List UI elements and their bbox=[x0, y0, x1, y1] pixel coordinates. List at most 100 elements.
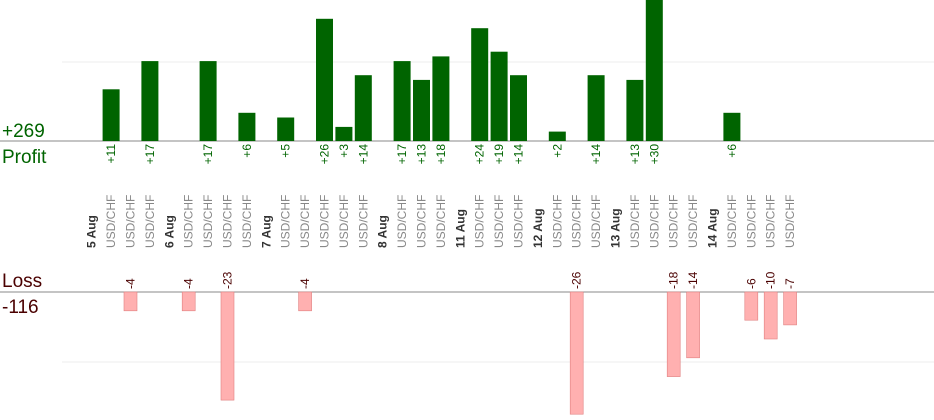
profit-value-label: +17 bbox=[395, 144, 409, 165]
pair-label: USD/CHF bbox=[473, 195, 487, 248]
loss-value-label: -4 bbox=[182, 278, 196, 289]
pair-label: USD/CHF bbox=[182, 195, 196, 248]
profit-value-label: +3 bbox=[337, 144, 351, 158]
profit-bar bbox=[490, 51, 508, 142]
loss-bar bbox=[666, 291, 681, 377]
pair-label: USD/CHF bbox=[337, 195, 351, 248]
loss-bar bbox=[298, 291, 312, 312]
pair-label: USD/CHF bbox=[221, 195, 235, 248]
loss-bar bbox=[123, 291, 138, 312]
pair-label: USD/CHF bbox=[589, 195, 603, 248]
loss-value-label: -4 bbox=[124, 278, 138, 289]
pair-label: USD/CHF bbox=[356, 195, 370, 248]
loss-bar bbox=[686, 291, 700, 359]
loss-value-label: -26 bbox=[570, 271, 584, 289]
pair-label: USD/CHF bbox=[104, 195, 118, 248]
profit-bar bbox=[199, 61, 217, 141]
date-label: 7 Aug bbox=[259, 215, 273, 248]
loss-bar bbox=[783, 291, 797, 326]
pair-label: USD/CHF bbox=[492, 195, 506, 248]
chart-marks: 5 Aug USD/CHF +11 USD/CHF -4 USD/CHF +17 6 Aug U… bbox=[85, 0, 797, 415]
profit-label: Profit bbox=[2, 147, 47, 168]
profit-value-label: +6 bbox=[725, 144, 739, 158]
profit-bar bbox=[471, 28, 489, 142]
pair-label: USD/CHF bbox=[415, 195, 429, 248]
profit-bar bbox=[432, 56, 450, 141]
pair-label: USD/CHF bbox=[143, 195, 157, 248]
profit-value-label: +14 bbox=[356, 144, 370, 165]
profit-bar bbox=[587, 75, 605, 141]
profit-bar bbox=[277, 117, 295, 141]
profit-value-label: +17 bbox=[201, 144, 215, 165]
profit-value-label: +13 bbox=[628, 144, 642, 165]
pair-label: USD/CHF bbox=[124, 195, 138, 248]
pair-label: USD/CHF bbox=[744, 195, 758, 248]
profit-value-label: +2 bbox=[550, 144, 564, 158]
loss-bar bbox=[181, 291, 196, 312]
date-label: 13 Aug bbox=[609, 208, 623, 248]
loss-bar bbox=[569, 291, 584, 415]
date-label: 14 Aug bbox=[706, 208, 720, 248]
pair-label: USD/CHF bbox=[512, 195, 526, 248]
pair-label: USD/CHF bbox=[570, 195, 584, 248]
date-label: 11 Aug bbox=[453, 209, 467, 248]
profit-bar bbox=[102, 89, 120, 141]
loss-total: -116 bbox=[2, 297, 39, 318]
profit-bar bbox=[238, 112, 256, 141]
loss-value-label: -4 bbox=[298, 278, 312, 289]
profit-bar bbox=[626, 79, 644, 141]
profit-bar bbox=[645, 0, 663, 141]
date-label: 8 Aug bbox=[376, 215, 390, 248]
profit-bar bbox=[510, 75, 527, 141]
profit-bar bbox=[548, 131, 566, 141]
profit-value-label: +30 bbox=[647, 144, 661, 165]
date-label: 12 Aug bbox=[531, 208, 545, 248]
loss-value-label: -14 bbox=[686, 271, 700, 289]
profit-value-label: +6 bbox=[240, 144, 254, 158]
loss-value-label: -23 bbox=[221, 271, 235, 289]
profit-value-label: +18 bbox=[434, 144, 448, 165]
pair-label: USD/CHF bbox=[686, 195, 700, 248]
pair-label: USD/CHF bbox=[764, 195, 778, 248]
loss-bar bbox=[220, 291, 235, 401]
pair-label: USD/CHF bbox=[201, 195, 215, 248]
profit-bar bbox=[141, 61, 159, 141]
profit-bar bbox=[393, 61, 411, 141]
pair-label: USD/CHF bbox=[628, 195, 642, 248]
profit-bar bbox=[335, 126, 353, 141]
loss-label: Loss bbox=[2, 271, 42, 292]
profit-value-label: +19 bbox=[492, 144, 506, 165]
profit-total: +269 bbox=[2, 121, 45, 142]
pair-label: USD/CHF bbox=[647, 195, 661, 248]
loss-value-label: -10 bbox=[764, 271, 778, 289]
pair-label: USD/CHF bbox=[725, 195, 739, 248]
pair-label: USD/CHF bbox=[434, 195, 448, 248]
profit-value-label: +13 bbox=[415, 144, 429, 165]
date-label: 6 Aug bbox=[162, 215, 176, 248]
loss-value-label: -7 bbox=[783, 278, 797, 289]
pair-label: USD/CHF bbox=[667, 195, 681, 248]
profit-value-label: +24 bbox=[473, 144, 487, 165]
pair-label: USD/CHF bbox=[318, 195, 332, 248]
pair-label: USD/CHF bbox=[395, 195, 409, 248]
loss-value-label: -6 bbox=[744, 278, 758, 289]
pair-label: USD/CHF bbox=[240, 195, 254, 248]
profit-value-label: +14 bbox=[512, 144, 526, 165]
date-label: 5 Aug bbox=[85, 215, 99, 248]
profit-value-label: +11 bbox=[104, 144, 118, 164]
pair-label: USD/CHF bbox=[279, 195, 293, 248]
pair-label: USD/CHF bbox=[783, 195, 797, 248]
profit-value-label: +17 bbox=[143, 144, 157, 165]
profit-bar bbox=[413, 79, 430, 141]
loss-value-label: -18 bbox=[667, 271, 681, 289]
pair-label: USD/CHF bbox=[298, 195, 312, 248]
loss-bar bbox=[744, 291, 759, 321]
profit-bar bbox=[316, 18, 333, 141]
profit-bar bbox=[723, 112, 741, 141]
pair-label: USD/CHF bbox=[550, 195, 564, 248]
loss-bar bbox=[763, 291, 778, 340]
profit-bar bbox=[354, 75, 372, 141]
profit-value-label: +14 bbox=[589, 144, 603, 165]
profit-value-label: +5 bbox=[279, 144, 293, 158]
